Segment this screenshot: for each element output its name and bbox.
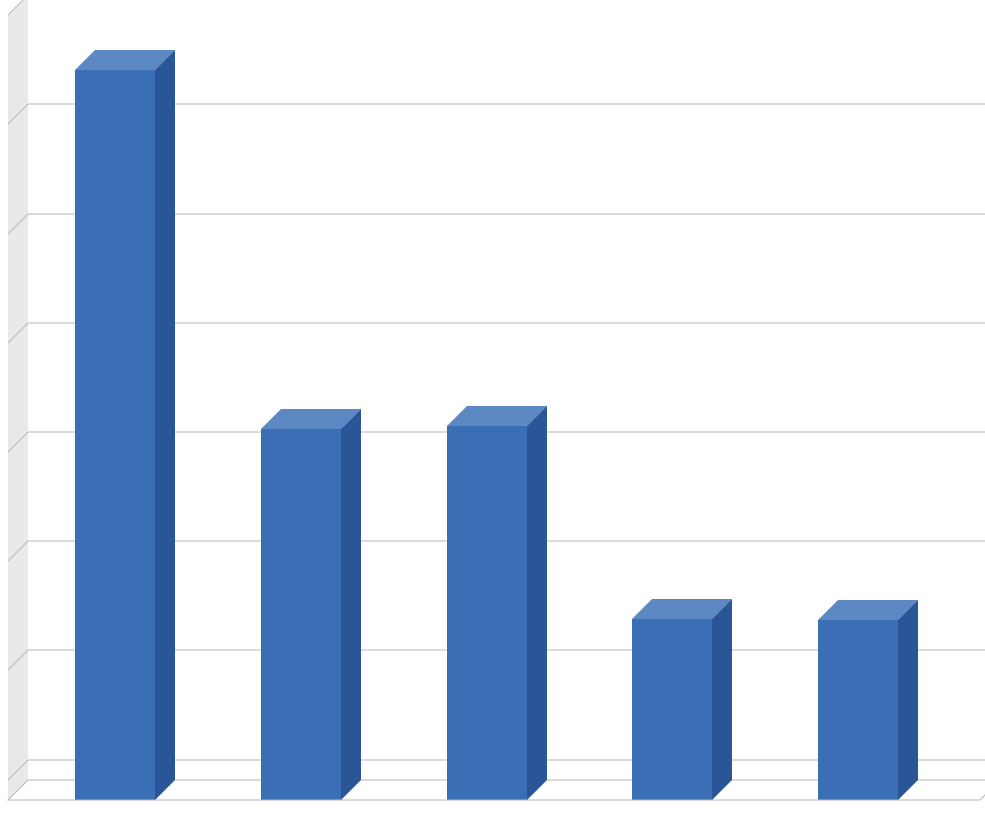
chart-svg	[0, 0, 985, 828]
bar-chart-3d	[0, 0, 985, 828]
